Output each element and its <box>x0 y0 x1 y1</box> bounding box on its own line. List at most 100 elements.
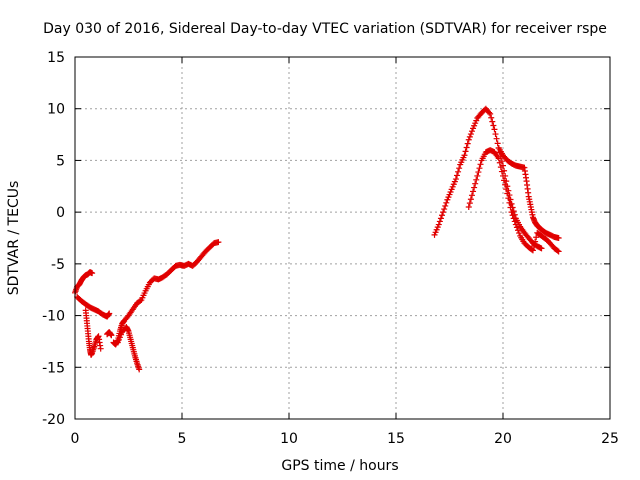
x-tick-label: 25 <box>601 431 619 447</box>
data-point <box>501 177 508 184</box>
chart-title: Day 030 of 2016, Sidereal Day-to-day VTE… <box>43 21 607 37</box>
data-point <box>462 148 469 155</box>
grid <box>75 57 610 419</box>
data-point <box>464 140 471 147</box>
x-axis-label: GPS time / hours <box>281 458 398 474</box>
y-tick-label: 0 <box>56 205 65 221</box>
data-point <box>475 169 482 176</box>
data-point <box>452 176 459 183</box>
data-point <box>465 136 472 143</box>
data-point <box>493 135 500 142</box>
data-point <box>488 114 495 121</box>
data-point <box>491 126 498 133</box>
x-tick-label: 0 <box>71 431 80 447</box>
data-point <box>516 230 523 237</box>
data-point <box>461 152 468 159</box>
x-tick-label: 5 <box>178 431 187 447</box>
y-tick-label: 5 <box>56 153 65 169</box>
data-point <box>440 209 447 216</box>
data-point <box>97 345 104 352</box>
data-point <box>441 206 448 213</box>
x-tick-label: 15 <box>387 431 405 447</box>
data-point <box>500 172 506 179</box>
data-point <box>467 131 474 138</box>
y-tick-label: -10 <box>42 309 65 325</box>
y-tick-label: -5 <box>51 257 65 273</box>
data-point <box>436 218 443 225</box>
data-point <box>455 168 462 175</box>
data-point <box>498 168 505 175</box>
data-point <box>492 131 499 138</box>
data-point <box>467 196 474 203</box>
data-point <box>505 195 512 202</box>
series-track-7 <box>431 105 545 252</box>
data-point <box>504 190 511 197</box>
data-point <box>487 110 494 117</box>
data-point <box>477 161 484 168</box>
data-point <box>494 140 501 147</box>
y-tick-label: -20 <box>42 412 65 428</box>
data-point <box>470 188 477 195</box>
data-point <box>443 199 450 206</box>
data-point <box>496 159 503 166</box>
data-point <box>463 144 470 151</box>
data-point <box>468 192 475 199</box>
data-point <box>507 204 514 211</box>
data-point <box>465 203 472 210</box>
data-point <box>442 202 449 209</box>
data-point <box>538 245 545 252</box>
data-point <box>473 176 480 183</box>
data-point <box>489 118 496 125</box>
data-point <box>106 310 113 317</box>
series-track-4 <box>104 329 115 339</box>
data-point <box>506 199 513 206</box>
data-point <box>497 164 504 171</box>
data-points <box>72 105 562 373</box>
series-track-8 <box>465 147 562 255</box>
data-point <box>486 109 493 116</box>
data-point <box>490 122 497 129</box>
data-point <box>439 212 446 219</box>
y-tick-label: 10 <box>47 102 65 118</box>
series-track-9 <box>495 145 562 241</box>
data-point <box>513 224 520 231</box>
data-point <box>555 248 562 255</box>
y-axis-label: SDTVAR / TECUs <box>6 181 22 296</box>
data-point <box>476 165 483 172</box>
data-point <box>89 270 96 277</box>
data-point <box>108 332 115 339</box>
data-point <box>474 172 481 179</box>
data-point <box>456 165 463 172</box>
data-point <box>503 186 510 193</box>
data-point <box>508 209 515 216</box>
data-point <box>137 297 144 304</box>
series-track-3 <box>82 307 104 358</box>
data-point <box>509 212 516 219</box>
x-tick-label: 10 <box>280 431 298 447</box>
data-point <box>215 239 222 246</box>
data-point <box>528 246 535 253</box>
plot-frame <box>74 56 611 420</box>
data-point <box>511 218 518 225</box>
y-tick-label: 15 <box>47 50 65 66</box>
data-point <box>495 155 502 162</box>
data-point <box>514 227 521 234</box>
data-point <box>554 247 561 254</box>
data-point <box>533 234 540 241</box>
data-point <box>531 243 538 250</box>
data-point <box>435 221 442 228</box>
data-point <box>502 181 509 188</box>
series-track-2 <box>74 293 113 320</box>
series-track-5 <box>110 239 222 348</box>
data-point <box>437 215 444 222</box>
data-point <box>136 366 143 373</box>
data-point <box>466 200 473 207</box>
data-point <box>472 180 479 187</box>
data-point <box>466 133 473 140</box>
data-point <box>471 184 478 191</box>
data-point <box>555 235 562 241</box>
data-point <box>468 128 475 135</box>
data-point <box>453 172 460 179</box>
series-track-6 <box>114 323 143 373</box>
